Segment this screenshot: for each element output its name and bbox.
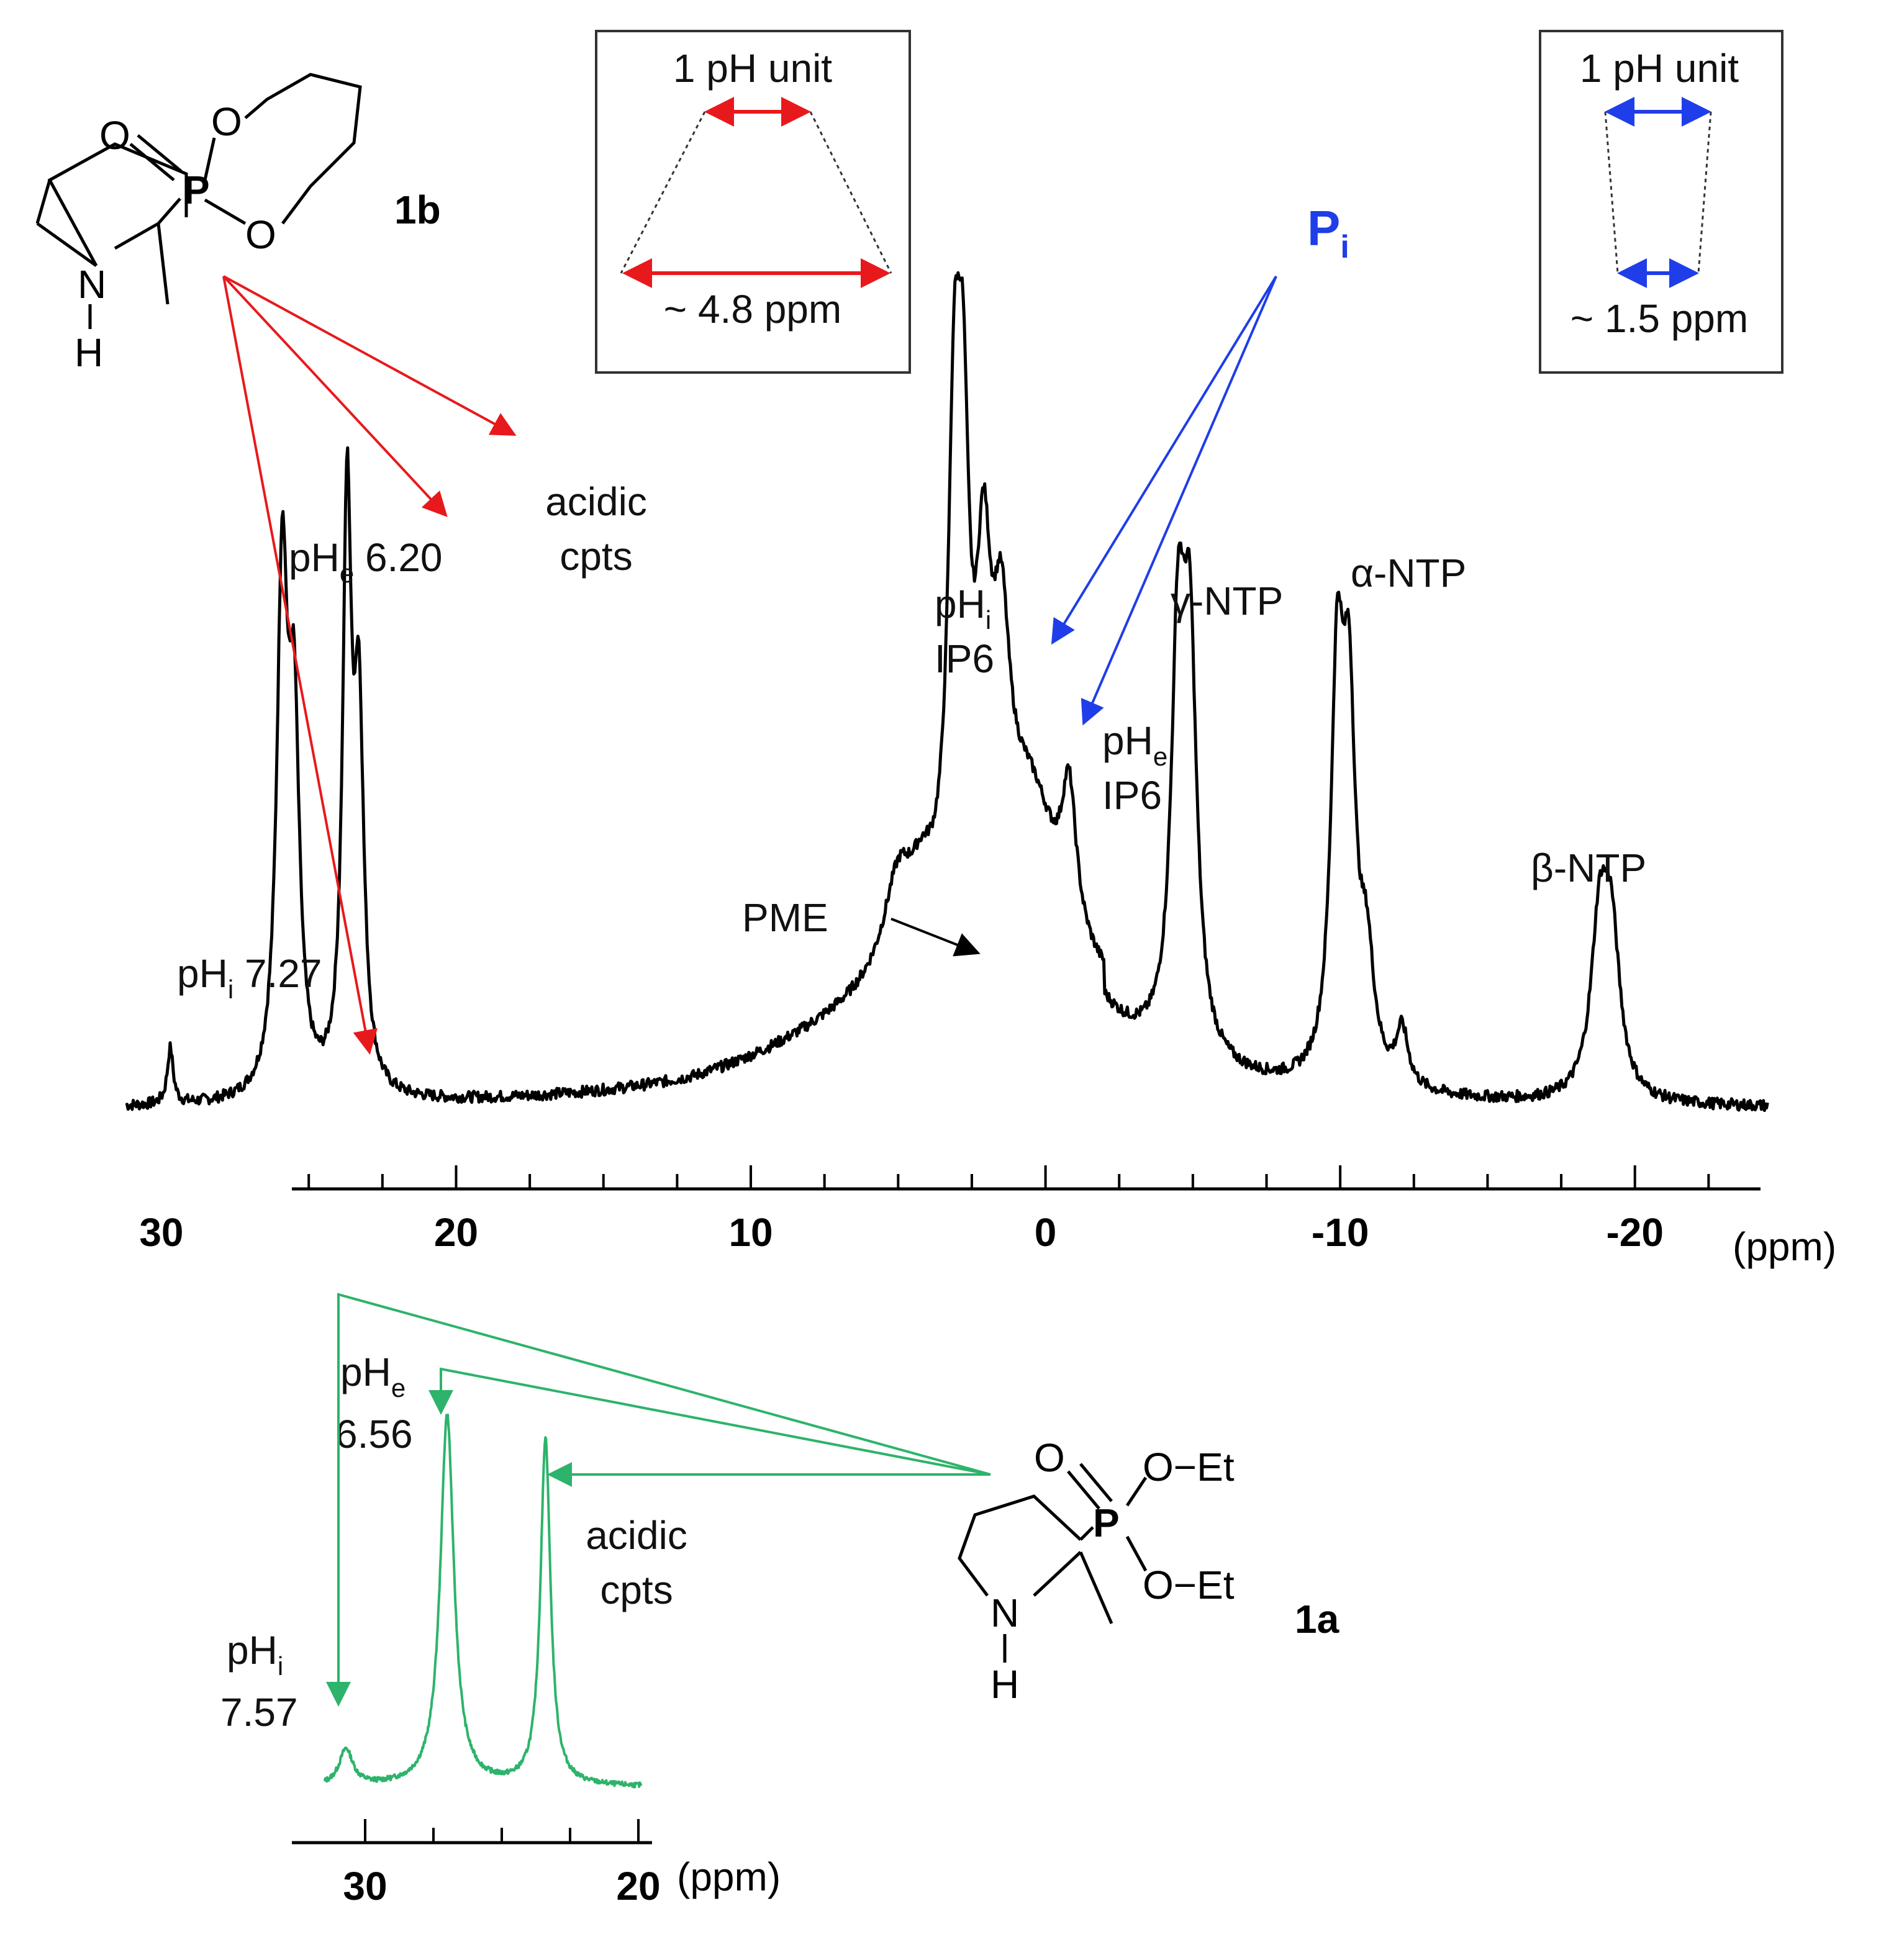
svg-text:H: H — [990, 1662, 1019, 1707]
label-beta-ntp: β-NTP — [1531, 846, 1646, 890]
inset-spectrum-1a: 30 20 (ppm) — [292, 1413, 781, 1908]
label-phe-620: pHe 6.20 — [289, 535, 443, 588]
label-gamma-ntp: γ-NTP — [1171, 579, 1283, 623]
svg-text:N: N — [78, 262, 106, 307]
compound-1b-name: 1b — [394, 187, 441, 232]
compound-1b-structure — [35, 73, 362, 305]
pme-arrow — [891, 918, 981, 957]
main-x-axis: 30 20 10 0 -10 -20 — [139, 1165, 1761, 1255]
x-tick-label: -20 — [1606, 1210, 1664, 1255]
compound-1b-atoms: O P O O N H 1b — [75, 99, 441, 375]
compound-1a-structure — [958, 1463, 1148, 1624]
compound-1a-name: 1a — [1295, 1597, 1339, 1642]
inset-blue-bottom: ~ 1.5 ppm — [1570, 296, 1748, 341]
svg-text:O: O — [1034, 1435, 1065, 1480]
svg-text:O−Et: O−Et — [1143, 1563, 1235, 1607]
label-phe-656: pHe 6.56 — [335, 1350, 413, 1456]
x-tick-label: 10 — [728, 1210, 773, 1255]
svg-text:O: O — [99, 113, 130, 158]
inset-box-blue: 1 pH unit ~ 1.5 ppm — [1539, 30, 1783, 374]
svg-text:P: P — [183, 168, 210, 212]
x-tick-label: 30 — [139, 1210, 183, 1255]
main-x-axis-unit: (ppm) — [1733, 1224, 1836, 1269]
pi-label: Pi — [1307, 201, 1349, 265]
inset-box-red: 1 pH unit ~ 4.8 ppm — [595, 30, 911, 374]
label-alpha-ntp: α-NTP — [1351, 551, 1466, 595]
main-spectrum: 30 20 10 0 -10 -20 (ppm) — [125, 271, 1836, 1269]
inset-spectrum-trace — [323, 1413, 643, 1789]
compound-1b-arrows — [222, 275, 517, 1055]
inset-red-top: 1 pH unit — [673, 46, 832, 91]
svg-text:O: O — [211, 99, 242, 144]
label-acidic-cpts-inset: acidic cpts — [586, 1513, 687, 1612]
pi-arrows — [1051, 275, 1277, 726]
label-phi-ip6: pHi IP6 — [935, 582, 994, 681]
label-phe-ip6: pHe IP6 — [1102, 718, 1167, 818]
main-spectrum-trace — [125, 271, 1769, 1113]
x-tick-label: 20 — [434, 1210, 478, 1255]
svg-text:N: N — [990, 1591, 1019, 1635]
x-tick-label: 30 — [343, 1864, 387, 1908]
x-tick-label: -10 — [1312, 1210, 1369, 1255]
label-pme: PME — [742, 895, 828, 940]
compound-1a-arrows — [326, 1293, 991, 1707]
compound-1a-atoms: O P O−Et O−Et N H 1a — [990, 1435, 1339, 1707]
x-tick-label: 0 — [1035, 1210, 1057, 1255]
inset-blue-top: 1 pH unit — [1580, 46, 1739, 91]
svg-text:P: P — [1093, 1501, 1120, 1545]
label-phi-727: pHi 7.27 — [177, 951, 322, 1004]
inset-x-axis: 30 20 — [292, 1819, 661, 1908]
x-tick-label: 20 — [616, 1864, 660, 1908]
inset-x-axis-unit: (ppm) — [677, 1854, 781, 1899]
label-acidic-cpts: acidic cpts — [545, 479, 647, 579]
label-phi-757: pHi 7.57 — [220, 1628, 298, 1735]
svg-text:O: O — [245, 212, 276, 257]
inset-red-bottom: ~ 4.8 ppm — [664, 287, 841, 332]
svg-text:H: H — [75, 330, 103, 375]
svg-text:O−Et: O−Et — [1143, 1445, 1235, 1489]
